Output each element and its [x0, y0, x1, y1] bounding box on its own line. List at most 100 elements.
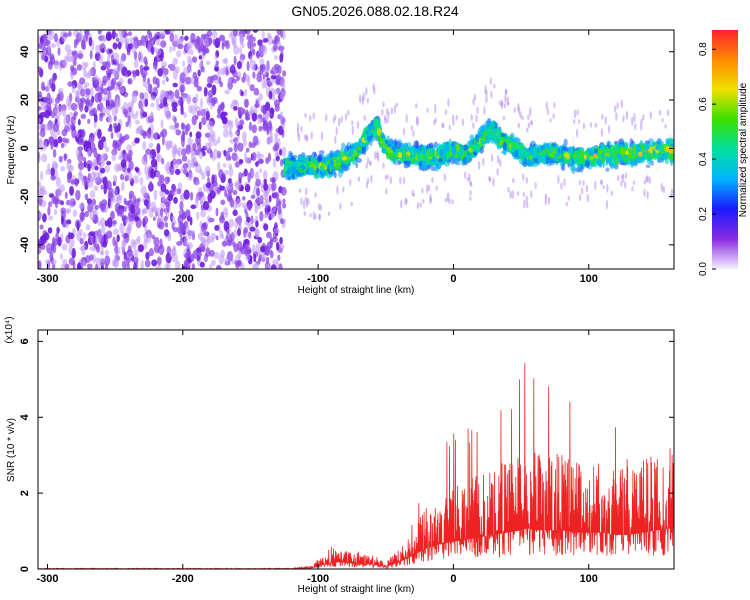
spectrogram-blob	[172, 69, 178, 80]
spectrogram-blob	[255, 99, 259, 108]
spectrogram-blob	[238, 172, 243, 182]
spectrogram-blob	[275, 75, 280, 83]
spectrogram-blob	[346, 144, 350, 152]
spectrogram-blob	[124, 38, 128, 49]
spectrogram-blob	[233, 106, 238, 111]
spectrogram-blob	[507, 139, 513, 144]
spectrogram-blob	[143, 239, 148, 250]
spectrogram-blob	[185, 144, 191, 155]
spectrogram-blob	[571, 136, 576, 146]
spectrogram-blob	[146, 128, 152, 139]
spectrogram-blob	[38, 238, 41, 245]
spectrogram-blob	[317, 202, 321, 211]
spectrogram-blob	[339, 202, 342, 211]
spectrogram-blob	[180, 86, 184, 97]
spectrogram-blob	[47, 205, 51, 216]
spectrogram-blob	[631, 116, 634, 127]
spectrogram-blob	[203, 38, 209, 46]
spectrogram-blob	[164, 189, 170, 195]
spectrogram-blob	[259, 64, 264, 70]
spectrogram-blob	[165, 76, 169, 82]
spectrogram-blob	[64, 191, 68, 199]
spectrogram-blob	[112, 42, 118, 50]
spectrogram-blob	[137, 244, 144, 253]
spectrogram-blob	[578, 180, 582, 186]
spectrogram-blob	[230, 63, 235, 72]
spectrogram-blob	[221, 240, 228, 247]
spectrogram-blob	[139, 92, 145, 100]
spectrogram-blob	[214, 66, 219, 72]
spectrogram-blob	[526, 202, 529, 209]
spectrogram-blob	[251, 170, 255, 177]
spectrogram-blob	[83, 175, 87, 186]
spectrogram-blob	[444, 197, 448, 203]
spectrogram-blob	[441, 122, 444, 128]
spectrogram-blob	[173, 196, 178, 204]
spectrogram-blob	[86, 263, 93, 269]
spectrogram-blob	[416, 201, 420, 210]
spectrogram-blob	[106, 217, 113, 228]
spectrogram-blob	[231, 36, 236, 47]
spectrogram-blob	[161, 94, 165, 100]
spectrogram-blob	[468, 172, 471, 183]
spectrogram-blob	[53, 195, 60, 204]
snr-ytick-label: 0	[19, 566, 31, 572]
spectrogram-blob	[210, 237, 215, 243]
spectrogram-blob	[38, 42, 44, 50]
spectrogram-blob	[218, 169, 224, 179]
spectrogram-blob	[135, 119, 140, 125]
spectrogram-blob	[365, 181, 369, 189]
spectrogram-blob	[402, 127, 406, 136]
spectrogram-blob	[319, 204, 323, 212]
spectrogram-blob	[519, 164, 524, 171]
spectrogram-blob	[182, 222, 187, 231]
spectrogram-blob	[224, 256, 228, 267]
spectrogram-blob	[181, 155, 188, 162]
spectrogram-blob	[206, 96, 212, 104]
spectrogram-blob	[504, 89, 508, 95]
spectrogram-blob	[366, 134, 373, 143]
spectrogram-blob	[85, 88, 91, 96]
spectrogram-blob	[358, 94, 362, 104]
spectrogram-blob	[561, 155, 565, 163]
spectrogram-blob	[68, 237, 75, 248]
spectrogram-blob	[100, 224, 106, 234]
spectrogram-blob	[38, 260, 42, 269]
spectrogram-blob	[605, 199, 609, 210]
spectrogram-xtick-label: -300	[36, 273, 58, 285]
spectrogram-blob	[434, 103, 437, 114]
spectrogram-blob	[45, 243, 52, 249]
spectrogram-blob	[85, 224, 91, 231]
spectrogram-blob	[652, 149, 656, 157]
spectrogram-blob	[148, 142, 154, 149]
spectrogram-blob	[155, 152, 160, 162]
spectrogram-blob	[257, 159, 264, 164]
spectrogram-blob	[94, 79, 100, 88]
snr-xtick-label: -200	[172, 573, 194, 585]
spectrogram-blob	[616, 153, 622, 159]
spectrogram-blob	[218, 76, 222, 85]
spectrogram-blob	[53, 33, 58, 43]
spectrogram-blob	[407, 160, 412, 166]
spectrogram-blob	[199, 261, 205, 268]
spectrogram-blob	[177, 215, 184, 224]
spectrogram-blob	[91, 198, 97, 206]
spectrogram-blob	[220, 111, 226, 121]
spectrogram-blob	[164, 164, 170, 172]
spectrogram-blob	[182, 60, 186, 67]
spectrogram-blob	[38, 180, 42, 188]
spectrogram-blob	[45, 169, 52, 176]
spectrogram-blob	[117, 41, 122, 50]
colorbar-label: Normalized spectral amplitude	[738, 82, 749, 217]
spectrogram-blob	[394, 141, 401, 149]
spectrogram-blob	[517, 106, 521, 115]
spectrogram-blob	[214, 55, 218, 61]
spectrogram-blob	[600, 179, 603, 186]
spectrogram-blob	[211, 259, 216, 266]
spectrogram-blob	[262, 170, 268, 180]
spectrogram-blob	[376, 152, 380, 162]
spectrogram-blob	[211, 156, 216, 162]
spectrogram-blob	[68, 257, 75, 266]
spectrogram-blob	[184, 253, 190, 259]
spectrogram-blob	[155, 48, 162, 56]
